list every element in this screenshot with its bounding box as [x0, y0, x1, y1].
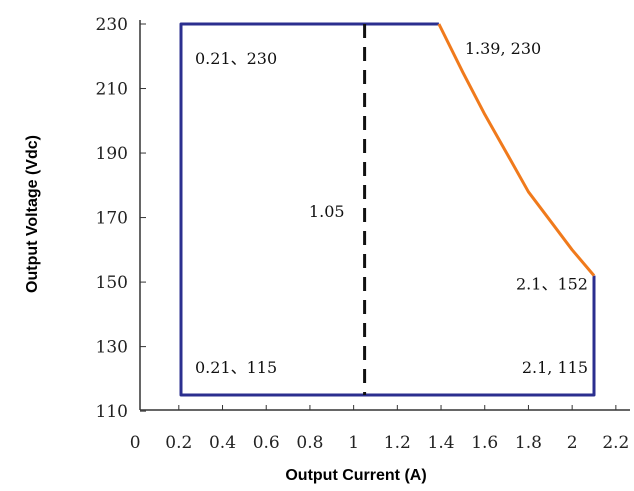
- x-tick-label: 0: [130, 433, 141, 453]
- x-tick-label: 1.6: [471, 433, 498, 453]
- x-tick-label: 1: [348, 433, 359, 453]
- y-tick-label: 150: [96, 273, 128, 293]
- point-annotation: 2.1、152: [516, 275, 588, 294]
- series-line-1: [179, 22, 596, 397]
- annotation-layer: 0.21、230 1.39, 230 1.05 2.1、152 0.21、115 2.1,…: [195, 39, 588, 377]
- x-tick-label: 0.2: [165, 433, 192, 453]
- y-tick-label: 210: [96, 80, 128, 100]
- x-tick-label: 1.2: [384, 433, 411, 453]
- x-tick-label: 0.8: [296, 433, 323, 453]
- x-tick-label: 1.4: [428, 433, 455, 453]
- y-tick-label: 170: [96, 209, 128, 229]
- y-tick-labels: 230 210 190 170 150 130 110: [96, 15, 128, 422]
- x-tick-label: 0.6: [253, 433, 280, 453]
- x-tick-labels: 0 0.2 0.4 0.6 0.8 1 1.2 1.4 1.6 1.8 2 2.2: [130, 433, 630, 453]
- x-tick-label: 0.4: [209, 433, 236, 453]
- series-layer: [179, 22, 596, 397]
- point-annotation: 2.1, 115: [522, 358, 588, 377]
- point-annotation: 0.21、115: [195, 358, 277, 377]
- point-annotation: 1.39, 230: [465, 39, 541, 58]
- x-tick-label: 2: [567, 433, 578, 453]
- y-tick-label: 130: [96, 338, 128, 358]
- y-tick-label: 230: [96, 15, 128, 35]
- plot-frame: [139, 20, 630, 412]
- y-tick-label: 190: [96, 144, 128, 164]
- point-annotation: 0.21、230: [195, 49, 277, 68]
- x-axis-title: Output Current (A): [285, 467, 426, 484]
- x-tick-label: 1.8: [515, 433, 542, 453]
- series-line-2: [437, 23, 596, 277]
- y-axis-title: Output Voltage (Vdc): [24, 135, 41, 293]
- x-tick-label: 2.2: [602, 433, 629, 453]
- y-tick-label: 110: [96, 402, 128, 422]
- point-annotation: 1.05: [309, 202, 345, 221]
